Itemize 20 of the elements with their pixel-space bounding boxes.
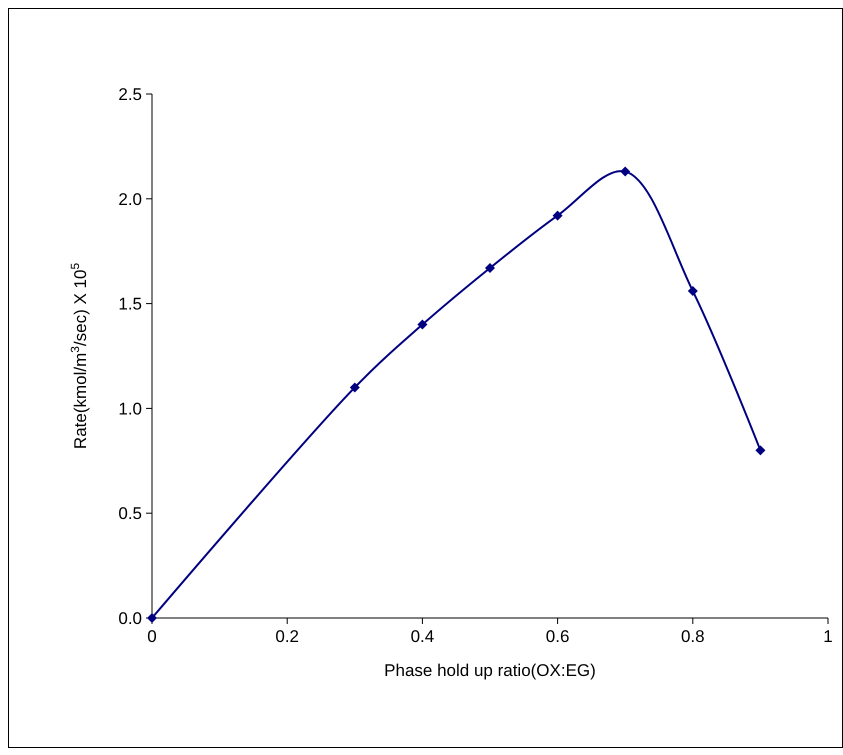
point — [688, 286, 698, 296]
y-tick-label: 0.5 — [118, 504, 142, 524]
x-tick-label: 0.4 — [410, 627, 434, 646]
x-tick-label: 0 — [147, 627, 157, 646]
x-axis-title: Phase hold up ratio(OX:EG) — [384, 661, 596, 680]
point — [755, 445, 766, 456]
y-tick-label: 2.0 — [118, 190, 142, 209]
y-tick-label: 1.5 — [118, 294, 142, 314]
point — [350, 382, 360, 392]
y-tick-label: 2.5 — [118, 85, 142, 104]
point — [620, 166, 630, 177]
x-tick-label: 0.2 — [275, 627, 300, 646]
x-tick-label: 0.8 — [680, 627, 705, 646]
point — [485, 262, 495, 273]
point — [552, 210, 563, 221]
x-tick-label: 0.6 — [546, 627, 570, 646]
x-tick-label: 1 — [823, 627, 833, 646]
y-tick-label: 1.0 — [118, 399, 142, 418]
point — [417, 320, 428, 330]
y-tick-label: 0.0 — [118, 609, 142, 628]
